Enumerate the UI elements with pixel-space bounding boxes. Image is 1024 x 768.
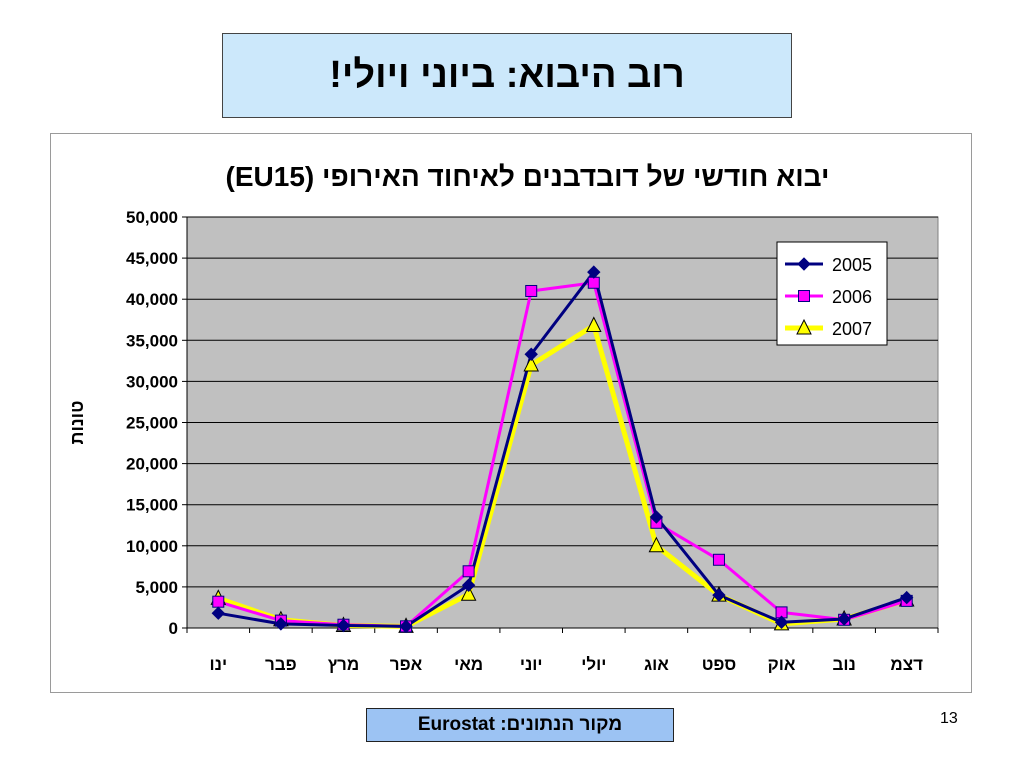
data-point-2006 xyxy=(587,276,600,289)
y-tick-label: 50,000 xyxy=(126,208,178,227)
chart: יבוא חודשי של דובדבנים לאיחוד האירופי (E… xyxy=(67,161,939,674)
data-point-2005 xyxy=(274,617,288,631)
x-tick-label: נוב xyxy=(832,655,855,674)
data-point-2007 xyxy=(523,355,540,372)
data-point-2005 xyxy=(649,510,664,524)
data-point-2005 xyxy=(336,618,351,633)
series-line-2005 xyxy=(218,270,908,628)
x-tick-label: ספט xyxy=(702,655,736,674)
page-number: 13 xyxy=(940,710,958,727)
data-point-2006 xyxy=(712,553,725,566)
x-tick-label: מרץ xyxy=(328,655,360,674)
x-tick-label: מאי xyxy=(454,655,483,674)
data-point-2005 xyxy=(211,606,225,620)
y-tick-label: 30,000 xyxy=(126,372,178,391)
legend-marker-2007 xyxy=(796,318,812,335)
data-point-2005 xyxy=(524,347,538,361)
y-tick-label: 45,000 xyxy=(126,249,178,268)
y-tick-label: 20,000 xyxy=(126,455,178,474)
x-tick-label: יוני xyxy=(520,655,543,674)
chart-title: יבוא חודשי של דובדבנים לאיחוד האירופי (E… xyxy=(226,161,830,192)
x-tick-label: אוג xyxy=(644,655,669,674)
data-point-2005 xyxy=(587,265,601,279)
data-point-2005 xyxy=(399,619,413,634)
legend-marker-2005 xyxy=(797,257,811,271)
data-point-2005 xyxy=(712,588,726,602)
legend-label: 2006 xyxy=(832,287,872,307)
data-point-2006 xyxy=(212,595,225,608)
data-point-2007 xyxy=(585,316,602,333)
slide-title: רוב היבוא: ביוני ויולי! xyxy=(222,33,792,118)
y-tick-label: 40,000 xyxy=(126,290,178,309)
y-axis-label: טונות xyxy=(67,401,87,445)
x-tick-label: פבר xyxy=(265,655,297,674)
x-tick-label: דצמ xyxy=(890,655,923,674)
x-tick-label: ינו xyxy=(209,655,227,674)
data-point-2007 xyxy=(648,536,665,553)
x-tick-label: אוק xyxy=(768,655,796,674)
data-point-2005 xyxy=(900,590,914,605)
data-point-2005 xyxy=(837,612,851,626)
data-point-2005 xyxy=(461,578,476,592)
data-point-2005 xyxy=(774,615,789,629)
data-point-2007 xyxy=(460,585,477,601)
x-tick-label: יולי xyxy=(581,655,606,674)
legend-marker-2006 xyxy=(798,290,810,302)
x-tick-label: אפר xyxy=(390,655,423,674)
y-tick-label: 35,000 xyxy=(126,331,178,350)
y-tick-label: 0 xyxy=(169,619,178,638)
data-point-2006 xyxy=(462,565,475,578)
y-tick-label: 5,000 xyxy=(135,578,178,597)
y-tick-label: 10,000 xyxy=(126,537,178,556)
y-tick-label: 15,000 xyxy=(126,496,178,515)
legend-label: 2005 xyxy=(832,255,872,275)
data-point-2006 xyxy=(525,284,538,297)
legend-label: 2007 xyxy=(832,319,872,339)
source-note: מקור הנתונים: Eurostat xyxy=(366,708,674,742)
chart-frame: יבוא חודשי של דובדבנים לאיחוד האירופי (E… xyxy=(50,133,972,693)
y-tick-label: 25,000 xyxy=(126,414,178,433)
